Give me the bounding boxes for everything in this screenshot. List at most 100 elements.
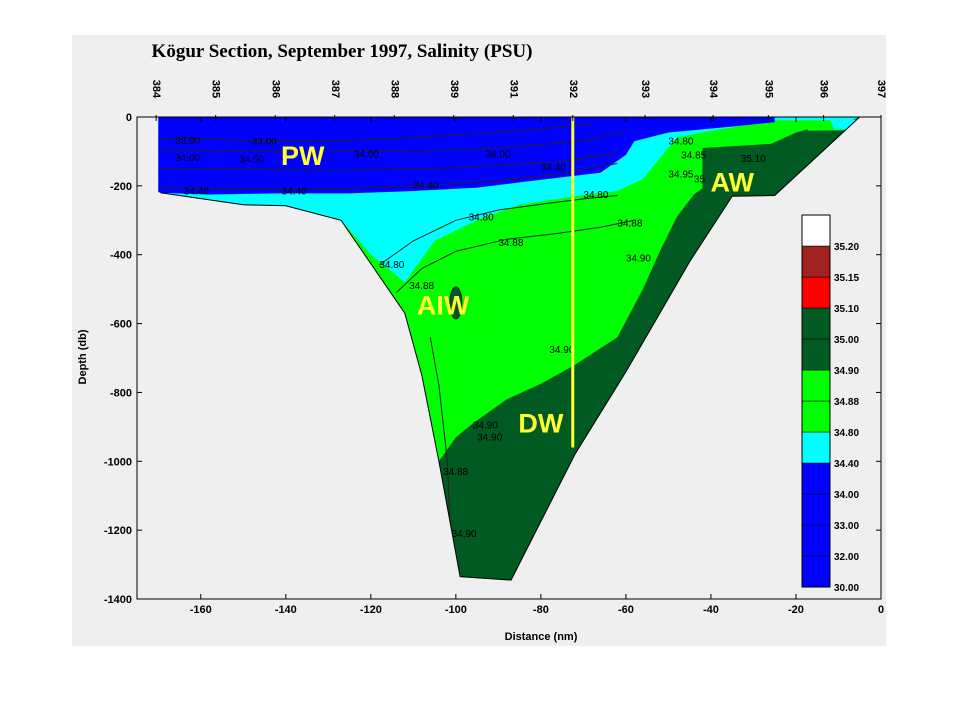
station-label: 388 xyxy=(388,80,400,98)
contour-label: 34.40 xyxy=(541,162,566,173)
colorbar-swatch xyxy=(801,369,831,402)
contour-label: 34.80 xyxy=(379,260,404,271)
station-label: 389 xyxy=(448,80,460,98)
x-tick-label: -40 xyxy=(703,604,719,616)
colorbar-label: 35.15 xyxy=(834,273,859,284)
y-tick-label: -800 xyxy=(110,387,132,399)
contour-label: 33.00 xyxy=(252,137,277,148)
colorbar-frame xyxy=(801,214,831,588)
x-tick-label: -60 xyxy=(618,604,634,616)
y-axis-label: Depth (db) xyxy=(77,329,89,384)
y-tick-label: -200 xyxy=(110,181,132,193)
contour-line xyxy=(379,195,618,266)
contour-line xyxy=(158,123,592,142)
contour-label: 34.00 xyxy=(175,153,200,164)
contour-label: 34.90 xyxy=(477,433,502,444)
seafloor-line xyxy=(160,116,881,581)
contour-label: 34.40 xyxy=(184,186,209,197)
colorbar-label: 30.00 xyxy=(834,583,859,594)
colorbar-label: 32.00 xyxy=(834,552,859,563)
y-tick-label: -1200 xyxy=(104,525,132,537)
region-aiw-core xyxy=(449,286,462,319)
y-tick-label: -600 xyxy=(110,319,132,331)
station-labels: 384 385 386 387 388 389 391 392 393 394 395 396 397 xyxy=(150,80,887,99)
y-tick-label: -400 xyxy=(110,250,132,262)
water-mass-label: AW xyxy=(710,168,754,198)
water-mass-label: DW xyxy=(518,409,563,439)
x-tick-label: 0 xyxy=(878,604,884,616)
water-mass-labels: PW AIW DW AW xyxy=(281,141,754,439)
x-axis-label: Distance (nm) xyxy=(505,631,578,643)
x-tick-label: -100 xyxy=(445,604,467,616)
colorbar-label: 35.00 xyxy=(834,335,859,346)
colorbar-swatch xyxy=(801,276,831,309)
station-label: 394 xyxy=(707,80,719,99)
colorbar-swatch xyxy=(801,493,831,526)
colorbar-swatch xyxy=(801,338,831,371)
contour-line xyxy=(158,130,627,152)
station-label: 385 xyxy=(210,80,222,98)
station-label: 396 xyxy=(818,80,830,98)
colorbar-swatch xyxy=(801,214,831,247)
contour-label: 34.40 xyxy=(282,186,307,197)
contour-label: 34.80 xyxy=(469,212,494,223)
water-mass-label: AIW xyxy=(417,291,470,321)
y-tick-label: 0 xyxy=(126,112,132,124)
contour-lines xyxy=(158,123,635,565)
colorbar-label: 34.80 xyxy=(834,428,859,439)
contour-labels: 33.00 33.00 34.00 34.50 34.00 34.00 34.40 34.40… xyxy=(175,136,766,540)
x-tick-label: -140 xyxy=(275,604,297,616)
station-label: 384 xyxy=(150,80,162,99)
contour-label: 34.00 xyxy=(486,150,511,161)
station-label: 392 xyxy=(567,80,579,98)
contour-label: 34.90 xyxy=(452,529,477,540)
station-label: 393 xyxy=(639,80,651,98)
colorbar-label: 34.88 xyxy=(834,397,859,408)
y-tick-label: -1000 xyxy=(104,456,132,468)
chart-title: Kögur Section, September 1997, Salinity … xyxy=(152,41,533,62)
contour-label: 34.95 xyxy=(668,169,693,180)
station-label: 387 xyxy=(329,80,341,98)
contour-label: 34.88 xyxy=(498,238,523,249)
x-tick-label: -80 xyxy=(533,604,549,616)
region-pw-fill xyxy=(158,117,775,195)
x-tick-label: -120 xyxy=(360,604,382,616)
contour-label: 34.80 xyxy=(668,137,693,148)
contour-line xyxy=(158,163,618,190)
contour-label: 34.88 xyxy=(409,281,434,292)
colorbar-label: 34.40 xyxy=(834,459,859,470)
salinity-fields xyxy=(158,117,864,581)
figure-panel: Kögur Section, September 1997, Salinity … xyxy=(72,35,887,646)
contour-label: 34.88 xyxy=(617,218,642,229)
water-mass-label: PW xyxy=(281,141,325,171)
contour-label: 34.88 xyxy=(443,467,468,478)
contour-label: 34.90 xyxy=(473,421,498,432)
bottom-profile xyxy=(137,116,881,599)
colorbar-swatch xyxy=(801,431,831,464)
station-label: 397 xyxy=(875,80,886,98)
contour-label: 34.85 xyxy=(681,150,706,161)
colorbar-label: 35.10 xyxy=(834,304,859,315)
region-aw-fill xyxy=(702,143,796,195)
colorbar-swatch xyxy=(801,400,831,433)
seafloor-mask xyxy=(137,117,881,599)
salinity-section-chart: Kögur Section, September 1997, Salinity … xyxy=(77,41,887,643)
contour-label: 34.00 xyxy=(354,150,379,161)
colorbar-label: 34.90 xyxy=(834,366,859,377)
colorbar-swatch xyxy=(801,245,831,278)
station-label: 395 xyxy=(762,80,774,98)
colorbar-swatch xyxy=(801,524,831,557)
contour-label: 34.40 xyxy=(413,181,438,192)
station-label: 391 xyxy=(507,80,519,98)
contour-line xyxy=(429,337,453,565)
x-tick-label: -20 xyxy=(788,604,804,616)
colorbar: 30.00 32.00 33.00 34.00 34.40 34.80 34.88 34.90… xyxy=(801,214,859,594)
colorbar-label: 34.00 xyxy=(834,490,859,501)
colorbar-label: 35.20 xyxy=(834,242,859,253)
contour-label: 35.10 xyxy=(741,154,766,165)
colorbar-swatch xyxy=(801,307,831,340)
colorbar-swatch xyxy=(801,555,831,588)
contour-line xyxy=(449,286,463,320)
plot-frame xyxy=(136,116,882,600)
